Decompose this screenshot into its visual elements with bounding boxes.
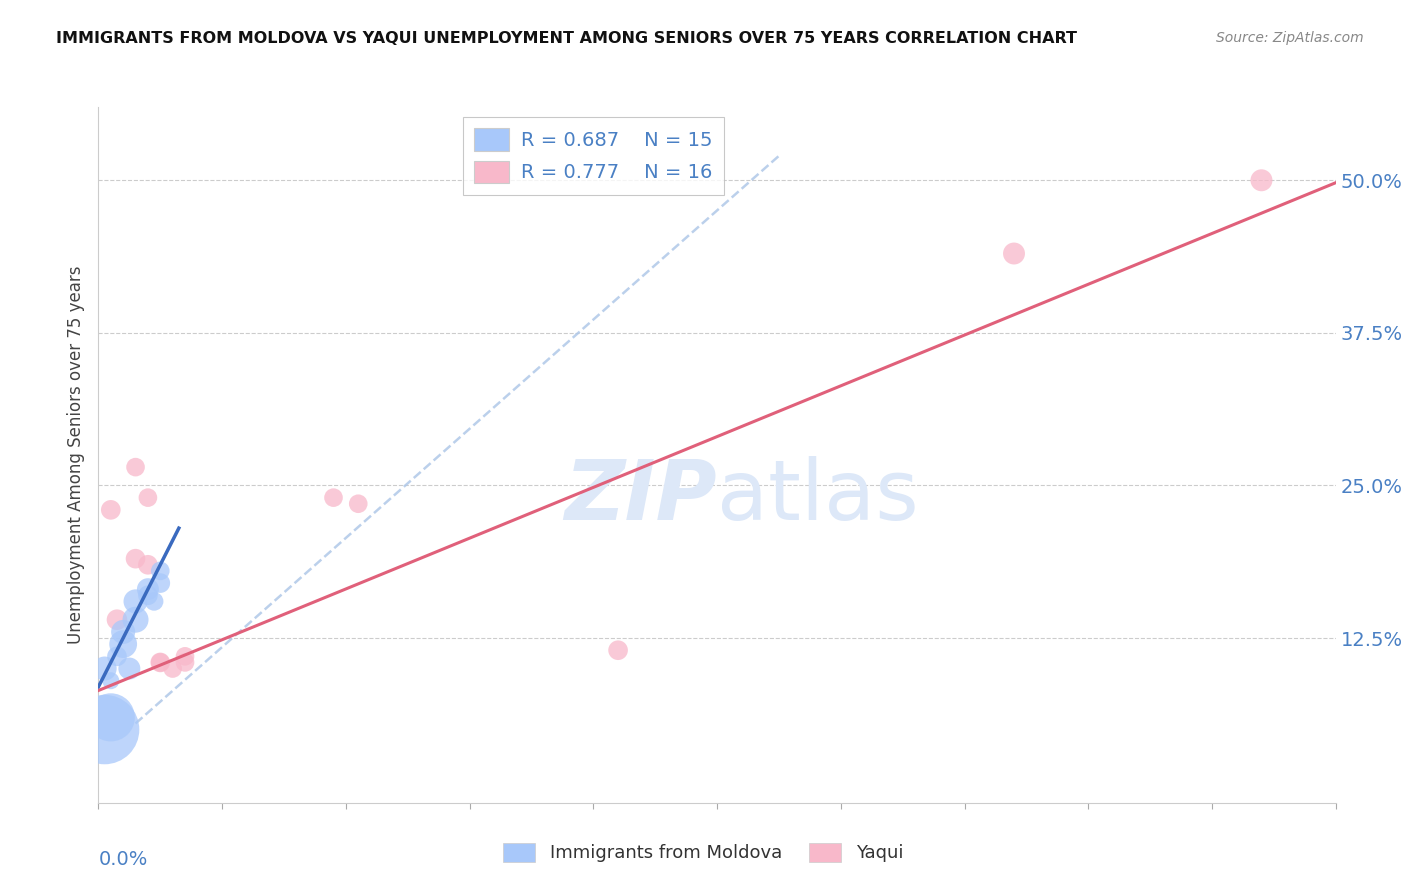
Point xyxy=(124,613,146,627)
Point xyxy=(149,564,172,578)
Text: atlas: atlas xyxy=(717,456,918,537)
Point xyxy=(136,582,159,597)
Point xyxy=(105,613,128,627)
Point xyxy=(112,624,135,639)
Point xyxy=(136,588,159,602)
Y-axis label: Unemployment Among Seniors over 75 years: Unemployment Among Seniors over 75 years xyxy=(67,266,86,644)
Point xyxy=(100,710,122,724)
Point xyxy=(112,637,135,651)
Point xyxy=(136,558,159,572)
Point xyxy=(607,643,630,657)
Point xyxy=(143,594,166,608)
Point xyxy=(162,661,184,675)
Point xyxy=(322,491,344,505)
Point xyxy=(174,656,197,670)
Point xyxy=(105,649,128,664)
Point xyxy=(1002,246,1025,260)
Point xyxy=(149,656,172,670)
Text: ZIP: ZIP xyxy=(564,456,717,537)
Point xyxy=(124,594,146,608)
Point xyxy=(124,460,146,475)
Text: IMMIGRANTS FROM MOLDOVA VS YAQUI UNEMPLOYMENT AMONG SENIORS OVER 75 YEARS CORREL: IMMIGRANTS FROM MOLDOVA VS YAQUI UNEMPLO… xyxy=(56,31,1077,46)
Point xyxy=(149,656,172,670)
Point xyxy=(100,673,122,688)
Legend: R = 0.687    N = 15, R = 0.777    N = 16: R = 0.687 N = 15, R = 0.777 N = 16 xyxy=(463,117,724,194)
Point xyxy=(347,497,370,511)
Point xyxy=(1250,173,1272,187)
Point xyxy=(93,723,115,737)
Text: Source: ZipAtlas.com: Source: ZipAtlas.com xyxy=(1216,31,1364,45)
Point xyxy=(149,576,172,591)
Point xyxy=(136,491,159,505)
Point xyxy=(100,503,122,517)
Point xyxy=(93,661,115,675)
Text: 0.0%: 0.0% xyxy=(98,850,148,869)
Legend: Immigrants from Moldova, Yaqui: Immigrants from Moldova, Yaqui xyxy=(495,836,911,870)
Point xyxy=(124,551,146,566)
Point xyxy=(174,649,197,664)
Point xyxy=(118,661,141,675)
